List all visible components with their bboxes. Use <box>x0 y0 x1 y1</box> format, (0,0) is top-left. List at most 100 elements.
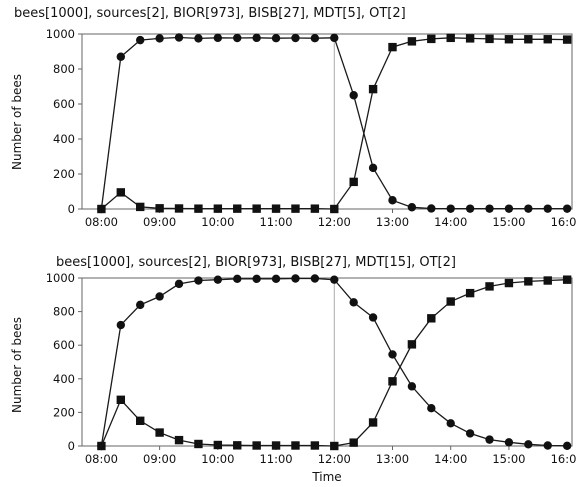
data-point-square <box>330 441 339 451</box>
x-tick-label: 11:00 <box>259 215 292 229</box>
data-point-square <box>136 202 145 212</box>
data-point-square <box>368 84 378 94</box>
data-point-square <box>349 438 358 447</box>
data-point-square <box>407 340 417 349</box>
y-tick-label: 200 <box>53 405 75 419</box>
data-point-circle <box>368 163 378 173</box>
y-tick-label: 400 <box>53 132 75 146</box>
data-point-circle <box>427 204 436 213</box>
data-point-circle <box>504 204 514 213</box>
data-point-circle <box>543 441 552 450</box>
x-tick-label: 16:00 <box>551 215 577 229</box>
data-point-square <box>271 204 281 213</box>
x-tick-label: 08:00 <box>85 452 118 466</box>
data-point-circle <box>116 52 126 61</box>
data-point-square <box>485 34 494 44</box>
x-tick-label: 09:00 <box>143 215 176 229</box>
data-point-square <box>465 34 475 43</box>
plot-area-bottom <box>81 277 573 447</box>
data-point-circle <box>465 429 475 438</box>
data-point-circle <box>233 274 242 284</box>
data-point-circle <box>562 204 572 213</box>
data-point-circle <box>524 440 533 449</box>
data-point-square <box>330 204 339 214</box>
y-tick-label: 1000 <box>46 271 75 285</box>
x-tick-label: 11:00 <box>259 452 292 466</box>
x-tick-label: 15:00 <box>492 452 525 466</box>
y-tick-label: 1000 <box>46 27 75 41</box>
data-point-square <box>174 435 184 445</box>
data-point-square <box>97 441 106 451</box>
data-point-circle <box>485 435 494 444</box>
data-point-circle <box>310 34 320 43</box>
data-point-square <box>291 204 300 213</box>
data-point-square <box>388 377 397 386</box>
x-tick-label: 08:00 <box>85 215 118 229</box>
axis-ticks-bottom: 0 200 400 600 800 1000 08:00 09:00 10:00 11:00 12:… <box>46 271 577 466</box>
data-point-square <box>524 277 533 286</box>
x-tick-label: 14:00 <box>434 215 467 229</box>
data-point-circle <box>271 34 281 43</box>
data-point-circle <box>368 313 378 322</box>
data-point-square <box>446 297 455 306</box>
x-tick-label: 09:00 <box>143 452 176 466</box>
data-point-square <box>562 275 572 284</box>
data-point-square <box>155 204 164 213</box>
data-point-circle <box>407 203 417 212</box>
data-point-circle <box>330 33 339 43</box>
data-point-square <box>136 416 145 425</box>
data-point-circle <box>213 275 223 284</box>
data-point-circle <box>427 404 436 413</box>
data-point-circle <box>252 274 261 284</box>
data-point-square <box>427 34 436 44</box>
data-point-square <box>543 276 552 285</box>
axis-ticks-top: 0 200 400 600 800 1000 08:00 09:00 10:00 11:00 12:… <box>46 27 577 229</box>
data-series-top <box>97 33 572 214</box>
data-point-square <box>310 204 320 213</box>
y-axis-label-top: Number of bees <box>10 74 24 170</box>
data-point-square <box>271 441 281 450</box>
y-tick-label: 200 <box>53 167 75 181</box>
y-tick-label: 600 <box>53 338 75 352</box>
x-tick-label: 10:00 <box>201 452 234 466</box>
data-point-square <box>349 177 358 187</box>
data-point-circle <box>465 204 475 213</box>
y-axis-label-bottom: Number of bees <box>10 317 24 413</box>
data-point-circle <box>310 274 320 283</box>
x-tick-label: 10:00 <box>201 215 234 229</box>
data-point-square <box>194 204 203 213</box>
data-point-circle <box>524 204 533 213</box>
data-point-square <box>504 278 514 288</box>
data-point-circle <box>543 204 552 213</box>
data-point-square <box>194 439 203 449</box>
data-point-circle <box>446 419 455 428</box>
data-point-circle <box>291 274 300 283</box>
data-point-square <box>252 204 261 213</box>
y-tick-label: 600 <box>53 97 75 111</box>
data-point-square <box>116 188 126 197</box>
data-point-circle <box>485 204 494 213</box>
chart-title-top: bees[1000], sources[2], BIOR[973], BISB[… <box>14 6 406 21</box>
data-point-square <box>562 35 572 44</box>
data-point-circle <box>446 204 455 213</box>
data-point-square <box>252 441 261 450</box>
data-point-circle <box>213 33 223 43</box>
x-tick-label: 14:00 <box>434 452 467 466</box>
data-point-circle <box>349 91 358 100</box>
y-tick-label: 400 <box>53 372 75 386</box>
data-point-circle <box>155 34 164 43</box>
y-tick-label: 800 <box>53 305 75 319</box>
data-point-circle <box>136 35 145 45</box>
data-point-square <box>233 441 242 450</box>
data-point-circle <box>174 279 184 289</box>
data-point-circle <box>174 33 184 42</box>
x-tick-label: 15:00 <box>492 215 525 229</box>
data-point-circle <box>136 300 145 310</box>
data-point-circle <box>194 276 203 285</box>
x-tick-label: 12:00 <box>318 215 351 229</box>
data-point-circle <box>407 382 417 391</box>
y-tick-label: 800 <box>53 62 75 76</box>
data-point-square <box>504 35 514 44</box>
data-point-circle <box>271 274 281 284</box>
data-point-circle <box>349 298 358 307</box>
